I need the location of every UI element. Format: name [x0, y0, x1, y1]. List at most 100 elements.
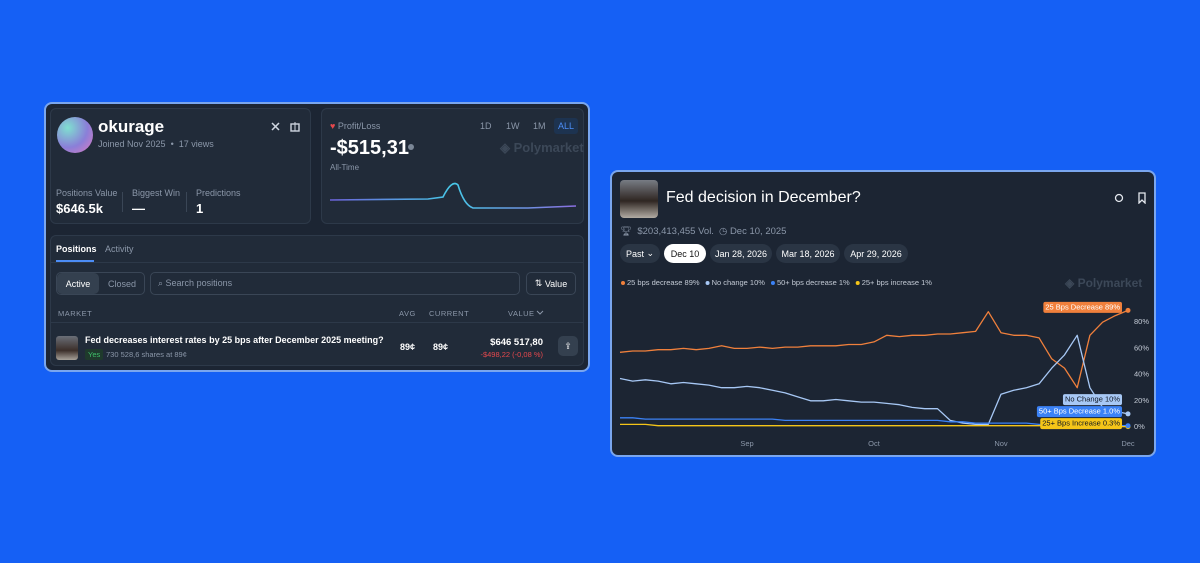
search-text: Search positions [165, 278, 233, 288]
filter-active[interactable]: Active [57, 273, 99, 294]
date-text: Dec 10, 2025 [729, 226, 787, 237]
range[interactable]: 1D [480, 121, 492, 131]
volume-text: $203,413,455 Vol. [637, 226, 714, 237]
watermark: ◈ Polymarket [1065, 276, 1143, 290]
pnl-label-text: Profit/Loss [337, 121, 381, 131]
position-value: $646 517,80 [490, 337, 543, 348]
stat-value: 1 [196, 201, 204, 216]
avatar [57, 117, 93, 153]
pnl-label: ♥ Profit/Loss [330, 121, 381, 131]
legend-label: 50+ bps decrease 1% [777, 278, 850, 287]
chevron [536, 310, 544, 315]
shares: 730 528,6 shares at 89¢ [106, 350, 187, 359]
pnl-box [321, 108, 584, 224]
sort-button[interactable]: ⇅ Value [526, 272, 576, 295]
position-title[interactable]: Fed decreases interest rates by 25 bps a… [85, 335, 384, 345]
legend-label: 25+ bps increase 1% [862, 278, 933, 287]
legend-label: No change 10% [712, 278, 766, 287]
date-filter[interactable]: Jan 28, 2026 [710, 244, 772, 263]
x-tick-label: Dec [1121, 439, 1135, 448]
date-filter[interactable]: Mar 18, 2026 [776, 244, 840, 263]
end-label-bg [1043, 301, 1122, 313]
legend-dot [621, 281, 625, 285]
views: 17 views [178, 139, 214, 149]
toggle [56, 272, 145, 295]
watermark-text: Polymarket [1077, 276, 1143, 290]
filter[interactable]: Closed [107, 278, 136, 289]
y-tick-label: 60% [1134, 343, 1149, 352]
search-placeholder: ⌕ Search positions [158, 278, 233, 288]
y-tick-label: 0% [1134, 422, 1145, 431]
market-title: Fed decision in December? [666, 189, 861, 206]
column-header[interactable]: VALUE [508, 309, 535, 318]
x-tick-label: Oct [868, 439, 881, 448]
date-filter[interactable]: Past ⌄ [620, 244, 660, 263]
end-label-bg [1062, 394, 1122, 406]
date-filter-text: Past [625, 248, 644, 259]
column-header: AVG [399, 309, 416, 318]
y-tick-label: 40% [1134, 370, 1149, 379]
watermark-text: Polymarket [513, 140, 584, 155]
range-active[interactable]: ALL [554, 118, 579, 134]
separator [122, 192, 123, 212]
range[interactable]: 1M [533, 121, 546, 131]
end-label: 25+ Bps Increase 0.3% [1040, 418, 1122, 430]
stat-value: $646.5k [56, 201, 103, 216]
end-label: 25 Bps Decrease 89% [1043, 301, 1122, 313]
range[interactable]: 1W [506, 121, 520, 131]
pnl-value: -$515,31 [330, 137, 409, 159]
watermark: ◈ Polymarket [500, 140, 584, 155]
divider [51, 262, 583, 263]
end-label: 50+ Bps Decrease 1.0% [1036, 406, 1122, 418]
search-box[interactable] [150, 272, 520, 295]
volume: 🏆︎ $203,413,455 Vol. [620, 226, 714, 237]
market-image [56, 336, 78, 360]
end-dot [1125, 411, 1131, 417]
divider [51, 322, 583, 323]
end-label: No Change 10% [1062, 394, 1122, 406]
line-series [619, 309, 1129, 389]
line-series [619, 334, 1129, 426]
end-label-text: 25+ Bps Increase 0.3% [1042, 419, 1120, 428]
market-image [620, 180, 658, 218]
tab-underline [56, 260, 94, 262]
profile-icons[interactable] [270, 121, 310, 133]
tab[interactable]: Activity [105, 244, 134, 254]
stat-label: Biggest Win [132, 188, 181, 198]
current: 89¢ [433, 342, 449, 352]
stat-label: Predictions [196, 188, 241, 198]
positions-box [50, 235, 584, 366]
avg: 89¢ [400, 342, 416, 352]
sparkline [329, 182, 577, 209]
market-icons[interactable] [1114, 192, 1148, 204]
stat-label: Positions Value [56, 188, 118, 198]
date-filter-active[interactable]: Dec 10 [664, 244, 706, 263]
date: ◷ Dec 10, 2025 [719, 226, 787, 237]
legend-label: 25 bps decrease 89% [627, 278, 700, 287]
end-label-text: 25 Bps Decrease 89% [1045, 302, 1120, 311]
date-filter[interactable]: Apr 29, 2026 [844, 244, 908, 263]
end-label-bg [1040, 418, 1122, 430]
legend-dot [770, 281, 775, 285]
pnl-period: All-Time [330, 163, 360, 172]
joined-date: Joined Nov 2025 [98, 139, 166, 149]
end-label-text: No Change 10% [1065, 395, 1120, 404]
end-label-text: 50+ Bps Decrease 1.0% [1039, 407, 1120, 416]
joined: Joined Nov 2025 • 17 views [98, 139, 214, 149]
share-button[interactable]: ⇪ [558, 336, 578, 356]
y-tick-label: 80% [1134, 317, 1149, 326]
outcome-badge: Yes [85, 349, 104, 360]
position-change: -$498,22 (-0,08 %) [480, 350, 543, 359]
legend-dot [855, 281, 860, 285]
sort-text: Value [544, 278, 568, 289]
info-icon [408, 144, 414, 150]
x-tick-label: Sep [740, 439, 753, 448]
stat-value: — [132, 201, 145, 216]
column-header: CURRENT [429, 309, 470, 318]
end-label-bg [1036, 406, 1122, 418]
end-dot [1125, 307, 1131, 313]
column-header: MARKET [58, 309, 93, 318]
tab-active[interactable]: Positions [56, 244, 97, 254]
